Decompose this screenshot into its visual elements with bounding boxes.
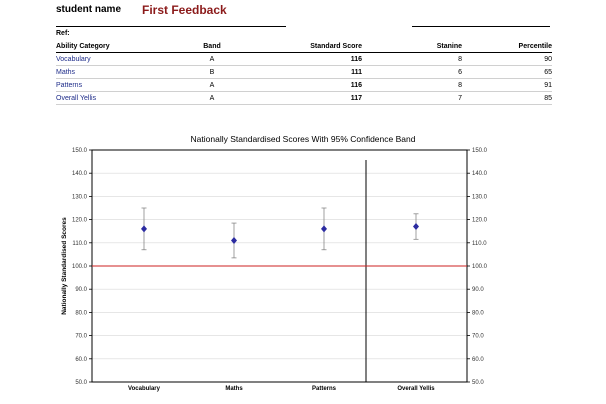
- cell-percentile: 85: [462, 91, 552, 105]
- chart-title: Nationally Standardised Scores With 95% …: [190, 134, 416, 144]
- y-tick-label-left: 70.0: [75, 334, 87, 340]
- col-band: Band: [182, 41, 242, 53]
- y-tick-label-left: 50.0: [75, 380, 87, 386]
- col-stanine: Stanine: [362, 41, 462, 53]
- cell-stanine: 7: [362, 91, 462, 105]
- cell-category: Overall Yellis: [56, 91, 182, 105]
- cell-standard-score: 116: [242, 52, 362, 66]
- y-axis-label: Nationally Standardised Scores: [61, 217, 68, 315]
- table-row: Vocabulary A 116 8 90: [56, 52, 552, 66]
- y-tick-label-right: 80.0: [472, 310, 484, 316]
- col-percentile: Percentile: [462, 41, 552, 53]
- cell-percentile: 90: [462, 52, 552, 66]
- cell-category: Vocabulary: [56, 52, 182, 66]
- y-tick-label-right: 60.0: [472, 357, 484, 363]
- y-tick-label-left: 80.0: [75, 310, 87, 316]
- y-tick-label-left: 140.0: [72, 171, 88, 177]
- x-tick-label: Vocabulary: [128, 386, 161, 392]
- y-tick-label-left: 100.0: [72, 264, 88, 270]
- right-underline: [412, 26, 550, 27]
- student-name-label: student name: [56, 4, 122, 15]
- x-tick-labels: Vocabulary Maths Patterns Overall Yellis: [128, 386, 435, 392]
- cell-stanine: 6: [362, 65, 462, 79]
- scores-table: Ability Category Band Standard Score Sta…: [56, 41, 552, 105]
- y-tick-label-right: 140.0: [472, 171, 488, 177]
- table-row: Overall Yellis A 117 7 85: [56, 91, 552, 105]
- table-header-row: Ability Category Band Standard Score Sta…: [56, 41, 552, 53]
- y-tick-label-left: 120.0: [72, 218, 88, 224]
- cell-percentile: 65: [462, 65, 552, 79]
- cell-category: Maths: [56, 65, 182, 79]
- y-tick-label-right: 120.0: [472, 218, 488, 224]
- y-tick-label-right: 70.0: [472, 334, 484, 340]
- cell-band: A: [182, 78, 242, 92]
- cell-band: A: [182, 91, 242, 105]
- col-ability-category: Ability Category: [56, 41, 182, 53]
- cell-category: Patterns: [56, 78, 182, 92]
- y-tick-label-right: 150.0: [472, 148, 488, 154]
- table-row: Maths B 111 6 65: [56, 65, 552, 79]
- cell-standard-score: 116: [242, 78, 362, 92]
- cell-standard-score: 111: [242, 65, 362, 79]
- cell-stanine: 8: [362, 52, 462, 66]
- score-marker-patterns: [321, 225, 327, 233]
- score-marker-overall-yellis: [413, 223, 419, 231]
- x-tick-label: Maths: [225, 386, 243, 392]
- y-tick-label-left: 110.0: [72, 241, 87, 247]
- cell-band: B: [182, 65, 242, 79]
- page-title: First Feedback: [142, 3, 227, 17]
- col-standard-score: Standard Score: [242, 41, 362, 53]
- data-marks: [141, 207, 419, 259]
- y-tick-label-right: 130.0: [472, 194, 488, 200]
- y-tick-label-left: 60.0: [75, 357, 87, 363]
- student-name-underline: [56, 26, 286, 27]
- x-tick-label: Overall Yellis: [397, 386, 435, 392]
- cell-percentile: 91: [462, 78, 552, 92]
- table-row: Patterns A 116 8 91: [56, 78, 552, 92]
- y-tick-label-left: 150.0: [72, 148, 88, 154]
- cell-band: A: [182, 52, 242, 66]
- y-tick-label-right: 110.0: [472, 241, 487, 247]
- y-tick-labels: 50.0 50.0 60.0 60.0 70.0 70.0 80.0 80.0 90.0 90.0…: [72, 148, 488, 386]
- y-tick-label-right: 50.0: [472, 380, 484, 386]
- cell-standard-score: 117: [242, 91, 362, 105]
- score-marker-vocabulary: [141, 225, 147, 233]
- cell-stanine: 8: [362, 78, 462, 92]
- y-tick-label-right: 90.0: [472, 287, 484, 293]
- ref-label: Ref:: [56, 30, 70, 37]
- score-marker-maths: [231, 236, 237, 244]
- y-tick-label-left: 90.0: [75, 287, 87, 293]
- y-tick-label-left: 130.0: [72, 194, 88, 200]
- y-tick-label-right: 100.0: [472, 264, 488, 270]
- x-tick-label: Patterns: [312, 386, 337, 392]
